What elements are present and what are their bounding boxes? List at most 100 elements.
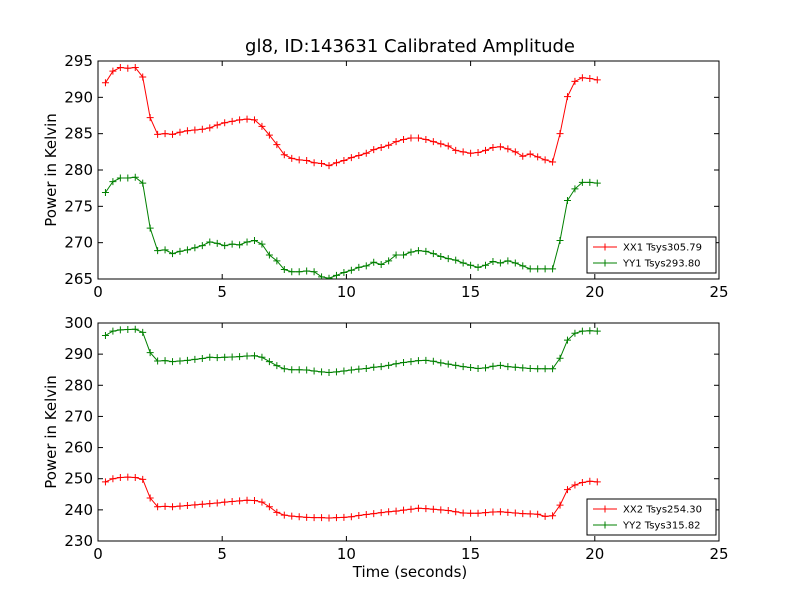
data-point-marker [400,359,408,367]
data-point-marker [169,503,177,511]
data-point-marker [176,247,184,255]
data-point-marker [377,509,385,517]
data-point-marker [318,514,326,522]
data-point-marker [504,508,512,516]
data-point-marker [414,504,422,512]
data-point-marker [556,236,564,244]
data-point-marker [250,116,258,124]
data-point-marker [362,364,370,372]
data-point-marker [146,224,154,232]
data-point-marker [288,268,296,276]
data-point-marker [467,509,475,517]
data-point-marker [370,258,378,266]
data-point-marker [385,257,393,265]
data-point-marker [571,77,579,85]
y-axis-label: Power in Kelvin [42,113,60,227]
data-point-marker [265,503,273,511]
data-point-marker [191,501,199,509]
data-point-marker [459,509,467,517]
data-point-marker [452,508,460,516]
data-point-marker [534,510,542,518]
y-axis-label: Power in Kelvin [42,375,60,489]
data-point-marker [109,67,117,75]
data-point-marker [109,327,117,335]
data-point-marker [161,246,169,254]
data-point-marker [347,513,355,521]
data-point-marker [578,178,586,186]
data-point-marker [139,475,147,483]
data-point-marker [318,368,326,376]
data-point-marker [273,257,281,265]
data-point-marker [407,134,415,142]
data-point-marker [482,364,490,372]
data-point-marker [407,248,415,256]
data-point-marker [519,152,527,160]
data-point-marker [169,358,177,366]
x-tick-label: 10 [337,545,356,563]
data-point-marker [183,501,191,509]
data-point-marker [280,365,288,373]
data-point-marker [101,331,109,339]
data-point-marker [154,130,162,138]
data-point-marker [474,263,482,271]
data-point-marker [124,473,132,481]
data-point-marker [198,500,206,508]
data-point-marker [400,506,408,514]
data-point-marker [258,353,266,361]
data-point-marker [385,141,393,149]
data-point-marker [161,130,169,138]
data-point-marker [124,64,132,72]
data-point-marker [288,154,296,162]
y-tick-label: 285 [64,125,93,143]
data-point-marker [459,259,467,267]
data-point-marker [422,505,430,513]
data-point-marker [429,250,437,258]
data-point-marker [318,159,326,167]
legend-marker [601,505,609,513]
data-point-marker [347,154,355,162]
data-point-marker [183,356,191,364]
data-point-marker [273,508,281,516]
data-point-marker [236,116,244,124]
data-point-marker [146,349,154,357]
legend-box [586,236,717,274]
data-point-marker [400,251,408,259]
data-point-marker [340,157,348,165]
data-point-marker [161,357,169,365]
data-point-marker [563,197,571,205]
data-point-marker [109,475,117,483]
data-point-marker [206,124,214,132]
data-point-marker [221,498,229,506]
data-point-marker [355,151,363,159]
data-point-marker [303,267,311,275]
data-point-marker [191,126,199,134]
data-point-marker [191,355,199,363]
data-point-marker [556,130,564,138]
data-point-marker [549,265,557,273]
data-point-marker [534,265,542,273]
data-point-marker [191,244,199,252]
data-point-marker [169,250,177,258]
data-point-marker [355,263,363,271]
data-point-marker [347,266,355,274]
data-point-marker [504,363,512,371]
y-tick-label: 290 [64,88,93,106]
data-point-marker [154,247,162,255]
data-point-marker [206,238,214,246]
data-point-marker [109,178,117,186]
data-point-marker [504,145,512,153]
data-point-marker [556,354,564,362]
data-point-marker [146,494,154,502]
legend-label: YY1 Tsys293.80 [622,259,701,270]
data-point-marker [236,353,244,361]
data-point-marker [586,477,594,485]
data-point-marker [221,242,229,250]
data-point-marker [370,363,378,371]
data-point-marker [228,497,236,505]
y-tick-label: 265 [64,270,93,288]
y-tick-label: 300 [64,314,93,332]
data-point-marker [593,478,601,486]
data-point-marker [258,498,266,506]
data-point-marker [511,148,519,156]
